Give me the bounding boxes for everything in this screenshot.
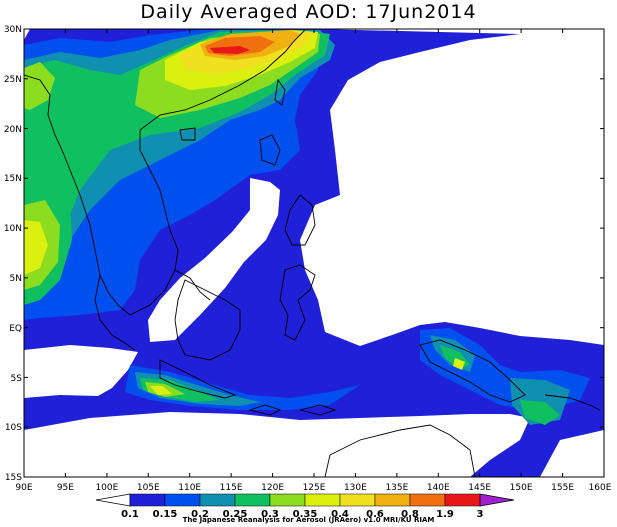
lon-label: 135E [385, 483, 408, 493]
colorbar-label: 0.15 [153, 509, 178, 520]
lon-label: 110E [178, 483, 201, 493]
colorbar-label: 0.2 [191, 509, 209, 520]
colorbar-swatch [304, 493, 341, 507]
lon-label: 115E [220, 483, 243, 493]
colorbar-swatch [374, 493, 411, 507]
colorbar-label: 0.35 [293, 509, 318, 520]
lat-label: 5S [11, 374, 23, 384]
colorbar-label: 0.25 [223, 509, 248, 520]
colorbar-swatch [129, 493, 166, 507]
colorbar-swatch [339, 493, 376, 507]
lon-label: 120E [261, 483, 284, 493]
lat-label: 15S [5, 473, 22, 483]
lat-labels: 30N 25N 20N 15N 10N 5N EQ 5S 10S 15S [4, 25, 22, 483]
aod-low-se-corner [540, 430, 604, 477]
lat-label: EQ [9, 324, 22, 334]
lat-label: 20N [4, 125, 22, 135]
aod-0.3-sw [24, 62, 55, 110]
credit-line: The Japanese Reanalysis for Aerosol (JRA… [182, 516, 435, 524]
colorbar-swatch [234, 493, 271, 507]
lat-label: 15N [4, 174, 22, 184]
aod-0.35-png [453, 358, 465, 370]
lon-label: 90E [15, 483, 32, 493]
lat-label: 5N [10, 274, 22, 284]
lon-labels: 90E 95E 100E 105E 110E 115E 120E 125E 13… [15, 483, 611, 493]
colorbar-swatch [269, 493, 306, 507]
aod-low-south-china-sea [148, 178, 280, 342]
lat-label: 25N [4, 75, 22, 85]
lon-label: 125E [303, 483, 326, 493]
aod-low-indian-ocean [24, 345, 138, 398]
aod-low-west-pacific [300, 29, 604, 346]
aod-low-north-corner [24, 29, 30, 40]
lon-label: 130E [344, 483, 367, 493]
lon-label: 105E [137, 483, 160, 493]
lat-ticks [24, 28, 604, 478]
colorbar-cap-left [95, 493, 131, 507]
colorbar-label: 3 [477, 509, 484, 520]
colorbar-label: 0.6 [366, 509, 384, 520]
colorbar-label: 0.4 [331, 509, 349, 520]
coastlines [24, 29, 601, 477]
lon-label: 155E [551, 483, 574, 493]
lon-ticks [23, 29, 564, 477]
colorbar-swatch [199, 493, 236, 507]
aod-1.9-north [210, 46, 250, 54]
colorbar-swatch [409, 493, 446, 507]
lat-label: 30N [4, 25, 22, 35]
lat-label: 10S [5, 423, 22, 433]
lon-label: 140E [427, 483, 450, 493]
lon-label: 160E [589, 483, 612, 493]
lon-label: 100E [95, 483, 118, 493]
lon-label: 95E [57, 483, 74, 493]
colorbar-label: 0.3 [261, 509, 279, 520]
colorbar-label: 1.9 [436, 509, 454, 520]
colorbar-swatch [164, 493, 201, 507]
colorbar: 0.1 0.15 0.2 0.25 0.3 0.35 0.4 0.6 0.8 1… [95, 493, 515, 520]
aod-0.25-north [24, 30, 330, 290]
map-title: Daily Averaged AOD: 17Jun2014 [140, 1, 477, 23]
colorbar-label: 0.8 [401, 509, 419, 520]
colorbar-label: 0.1 [121, 509, 139, 520]
aod-0.35-west [24, 220, 48, 275]
aod-0.25-east [520, 400, 560, 425]
lon-label: 145E [468, 483, 491, 493]
colorbar-swatch [444, 493, 481, 507]
colorbar-cap-right [479, 493, 515, 507]
lat-label: 10N [4, 224, 22, 234]
lon-label: 150E [510, 483, 533, 493]
aod-0.35-java [150, 386, 172, 395]
aod-low-south [24, 412, 530, 477]
